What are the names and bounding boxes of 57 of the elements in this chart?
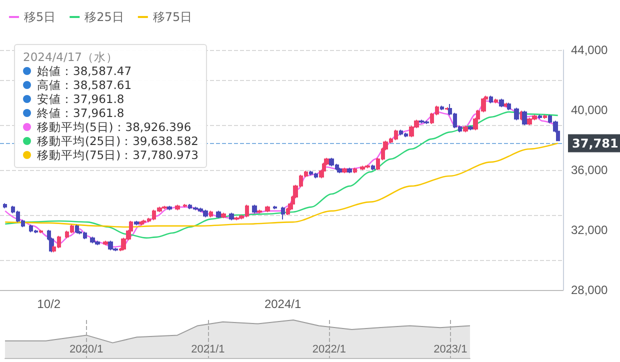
candlestick xyxy=(342,167,347,174)
candlestick xyxy=(371,164,375,171)
candlestick xyxy=(463,125,468,133)
candlestick xyxy=(252,204,257,214)
candlestick xyxy=(353,167,357,174)
candlestick xyxy=(337,167,342,174)
candlestick xyxy=(514,107,519,121)
candlestick xyxy=(286,207,290,216)
annotation: 移動平均(75日)：37,780.973 xyxy=(36,148,198,162)
annotation: 始値：38,587.47 xyxy=(36,64,133,78)
candlestick xyxy=(3,202,7,209)
candlestick xyxy=(522,110,527,126)
candlestick xyxy=(468,125,473,131)
candlestick xyxy=(347,167,352,174)
candlestick xyxy=(494,98,498,104)
annotation: 2024/4/17（水） xyxy=(23,50,119,64)
candlestick xyxy=(229,212,234,221)
annotation: 安値：37,961.8 xyxy=(36,92,126,106)
candlestick xyxy=(103,240,108,246)
annotation: 移動平均(25日)：39,638.582 xyxy=(36,134,198,148)
candlestick xyxy=(265,205,270,213)
candlestick xyxy=(134,220,139,226)
candlestick xyxy=(499,98,504,108)
candlestick xyxy=(538,114,542,120)
legend-label: 移75日 xyxy=(152,10,192,24)
candlestick xyxy=(175,204,180,211)
candlestick xyxy=(489,95,493,104)
candlestick xyxy=(440,105,444,111)
candlestick xyxy=(39,229,43,234)
x-tick-label: 2021/1 xyxy=(191,344,225,356)
candlestick xyxy=(543,114,547,120)
candlestick xyxy=(209,210,213,218)
annotation: 移動平均(5日)：38,926.396 xyxy=(36,120,192,134)
candlestick xyxy=(507,102,511,111)
candlestick xyxy=(221,212,226,219)
y-tick-label: 36,000 xyxy=(571,163,608,177)
candlestick xyxy=(183,204,187,208)
candlestick xyxy=(281,206,285,220)
y-tick-label: 28,000 xyxy=(571,283,608,297)
annotation: 終値：37,961.8 xyxy=(36,106,126,120)
x-tick-label: 2024/1 xyxy=(264,297,302,311)
x-tick-label: 2020/1 xyxy=(70,344,104,356)
candlestick xyxy=(75,224,79,234)
y-tick-label: 44,000 xyxy=(571,43,608,57)
y-tick-label: 32,000 xyxy=(571,223,608,237)
legend-label: 移5日 xyxy=(24,10,56,24)
legend-label: 移25日 xyxy=(84,10,124,24)
candlestick xyxy=(273,205,277,210)
candlestick xyxy=(216,210,221,219)
candlestick xyxy=(167,205,172,211)
x-tick-label: 2022/1 xyxy=(312,344,346,356)
x-tick-label: 10/2 xyxy=(37,297,61,311)
candlestick xyxy=(257,209,262,214)
y-tick-label: 40,000 xyxy=(571,103,608,117)
x-tick-label: 2023/1 xyxy=(434,344,468,356)
annotation: 高値：38,587.61 xyxy=(36,78,133,92)
ref-line-label: 37,781 xyxy=(572,136,618,150)
